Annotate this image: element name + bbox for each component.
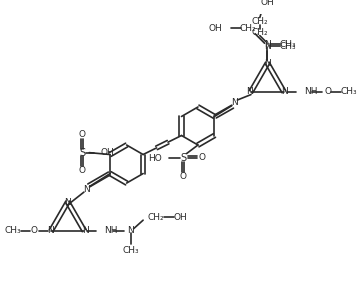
Text: N: N (64, 198, 71, 207)
Text: N: N (264, 59, 271, 68)
Text: OH: OH (101, 148, 115, 157)
Text: N: N (264, 41, 271, 50)
Text: CH₃: CH₃ (279, 41, 296, 50)
Text: S: S (181, 153, 187, 163)
Text: O: O (179, 172, 186, 181)
Text: N: N (82, 226, 88, 235)
Text: O: O (78, 130, 85, 139)
Text: N: N (264, 40, 271, 49)
Text: HO: HO (148, 154, 162, 163)
Text: N: N (281, 87, 288, 96)
Text: CH₂: CH₂ (252, 17, 268, 26)
Text: N: N (47, 226, 54, 235)
Text: O: O (78, 166, 85, 175)
Text: O: O (198, 153, 205, 162)
Text: CH₃: CH₃ (279, 40, 296, 49)
Text: CH₃: CH₃ (122, 246, 139, 255)
Text: N: N (127, 226, 134, 235)
Text: S: S (79, 147, 86, 158)
Text: CH₃: CH₃ (5, 226, 21, 235)
Text: O: O (30, 226, 38, 235)
Text: NH: NH (104, 226, 118, 235)
Text: OH: OH (261, 0, 274, 7)
Text: NH: NH (304, 87, 318, 96)
Text: CH₂: CH₂ (252, 28, 268, 37)
Text: OH: OH (209, 23, 223, 32)
Text: O: O (324, 87, 331, 96)
Text: N: N (231, 98, 238, 107)
Text: CH₂: CH₂ (147, 213, 164, 222)
Text: OH: OH (173, 213, 187, 222)
Text: CH₃: CH₃ (340, 87, 357, 96)
Text: CH₂: CH₂ (239, 23, 256, 32)
Text: N: N (83, 185, 90, 194)
Text: N: N (247, 87, 253, 96)
